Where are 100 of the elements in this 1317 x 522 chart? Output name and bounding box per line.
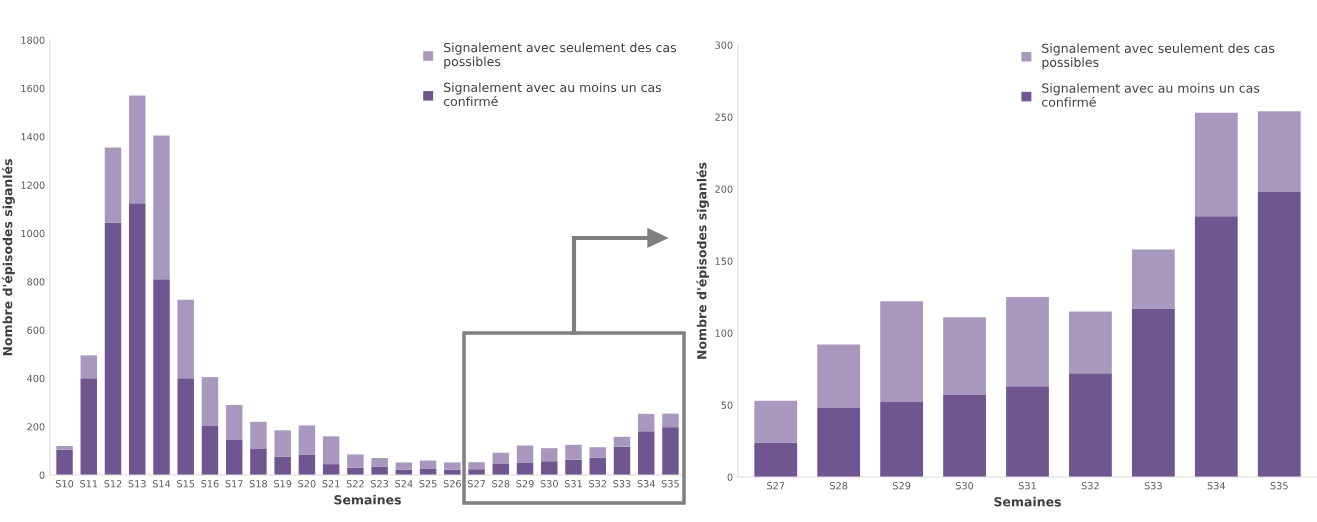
bar — [817, 407, 861, 477]
bar — [754, 400, 798, 443]
x-tick-label: S34 — [637, 480, 655, 488]
bar — [662, 413, 679, 428]
x-tick-label: S15 — [177, 480, 195, 488]
bar — [613, 446, 631, 475]
bar — [129, 203, 146, 475]
bar — [492, 463, 510, 475]
bar — [347, 454, 364, 468]
bar — [541, 461, 558, 475]
bar — [274, 456, 291, 475]
bar — [104, 222, 122, 475]
x-tick-label: S32 — [589, 480, 607, 488]
bar — [80, 355, 98, 379]
legend-label: Signalement avec seulement des cas possibles — [444, 42, 677, 69]
bar — [250, 448, 267, 475]
bar — [516, 445, 534, 463]
bar — [395, 462, 413, 470]
bar — [1131, 249, 1175, 309]
bar — [1131, 308, 1175, 477]
bar — [880, 402, 924, 477]
y-tick-label: 1200 — [21, 181, 45, 189]
x-tick-label: S35 — [661, 480, 679, 488]
x-tick-label: S30 — [955, 482, 974, 490]
bar — [943, 317, 986, 395]
x-tick-label: S27 — [767, 482, 785, 490]
bar — [1257, 111, 1301, 192]
x-tick-label: S28 — [492, 480, 510, 488]
bar — [1194, 216, 1238, 477]
bar — [589, 447, 606, 458]
x-tick-label: S23 — [370, 480, 389, 488]
y-tick-label: 100 — [715, 329, 733, 337]
bar — [637, 413, 655, 432]
x-tick-label: S35 — [1270, 482, 1288, 490]
bar — [225, 404, 243, 440]
y-axis-title: Nombre d'épisodes siganlés — [2, 159, 15, 356]
bar — [80, 378, 98, 475]
bar — [444, 462, 461, 470]
x-tick-label: S10 — [55, 480, 74, 488]
bar — [322, 436, 340, 465]
bar — [565, 444, 582, 460]
y-tick-label: 200 — [27, 423, 45, 431]
bar — [177, 378, 194, 475]
bar — [880, 301, 924, 403]
bar — [1006, 297, 1049, 387]
x-tick-label: S32 — [1081, 482, 1099, 490]
y-tick-label: 1600 — [21, 84, 45, 93]
y-tick-label: 200 — [715, 185, 733, 193]
bar — [565, 459, 582, 475]
y-tick-label: 1800 — [21, 36, 45, 44]
bar — [468, 462, 485, 470]
legend-label: Signalement avec au moins un cas confirmé — [1042, 83, 1260, 107]
x-tick-label: S13 — [128, 480, 146, 488]
y-tick-label: 400 — [27, 374, 45, 383]
x-tick-label: S27 — [467, 480, 485, 488]
x-tick-label: S33 — [1144, 482, 1162, 490]
x-tick-label: S33 — [613, 480, 631, 488]
bar — [298, 454, 316, 475]
x-tick-label: S20 — [298, 480, 316, 488]
x-tick-label: S11 — [80, 480, 98, 488]
y-tick-label: 1000 — [21, 229, 45, 238]
bar — [516, 462, 534, 475]
bar — [943, 394, 986, 477]
x-axis-title: Semaines — [994, 496, 1061, 507]
bar — [1257, 191, 1301, 477]
y-tick-label: 1400 — [21, 133, 45, 141]
x-tick-label: S26 — [443, 480, 461, 488]
bar — [662, 427, 679, 475]
bar — [754, 442, 798, 477]
x-tick-label: S29 — [893, 482, 911, 490]
y-tick-label: 300 — [715, 41, 733, 49]
x-tick-label: S25 — [419, 480, 437, 488]
legend-label: Signalement avec seulement des cas possibles — [1042, 43, 1275, 70]
y-tick-label: 50 — [721, 401, 733, 409]
bar — [274, 430, 291, 457]
bar — [225, 439, 243, 475]
x-tick-label: S29 — [516, 480, 534, 488]
bar — [613, 436, 631, 447]
x-tick-label: S21 — [322, 480, 340, 488]
bar — [1069, 311, 1112, 374]
bar — [250, 421, 267, 449]
x-tick-label: S12 — [104, 480, 122, 488]
bar — [104, 147, 122, 223]
x-axis-title: Semaines — [334, 494, 401, 505]
y-tick-label: 800 — [27, 278, 45, 286]
x-tick-label: S34 — [1207, 482, 1226, 490]
y-tick-label: 150 — [715, 257, 733, 265]
bar — [1006, 386, 1049, 477]
bar — [56, 449, 73, 475]
bar — [541, 448, 558, 462]
x-tick-label: S19 — [274, 480, 292, 488]
x-tick-label: S31 — [1018, 482, 1036, 490]
bar — [129, 95, 146, 204]
x-tick-label: S18 — [249, 480, 268, 488]
x-tick-label: S16 — [201, 480, 219, 488]
bar — [153, 279, 170, 475]
bar — [177, 299, 194, 379]
bar — [419, 460, 437, 469]
y-tick-label: 250 — [715, 113, 733, 121]
bar — [817, 344, 861, 408]
